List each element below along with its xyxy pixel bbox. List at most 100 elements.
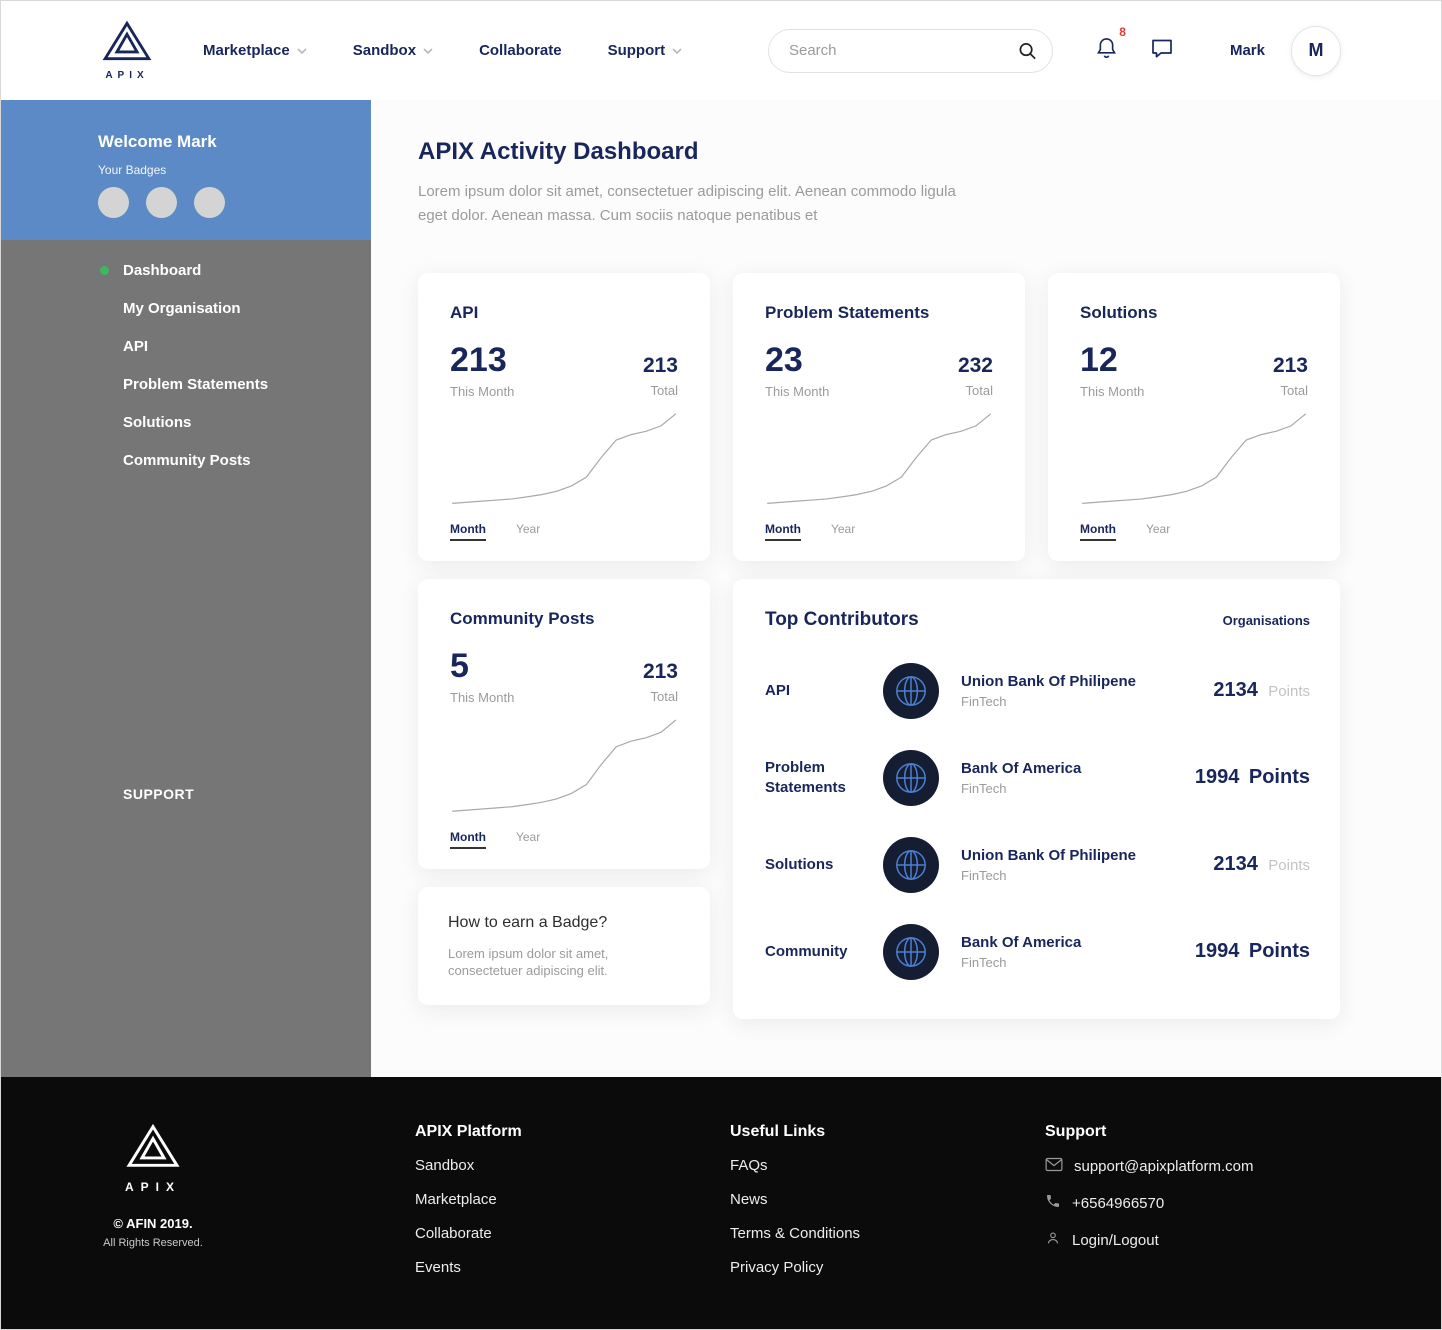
total-label: Total xyxy=(650,689,678,704)
contributor-category: Solutions xyxy=(765,855,834,873)
footer-col-support: Support support@apixplatform.com +656496… xyxy=(1045,1123,1360,1329)
chevron-down-icon xyxy=(672,42,682,59)
organisation-name: Bank Of America xyxy=(961,933,1082,951)
nav-marketplace-label: Marketplace xyxy=(203,42,290,59)
sidebar-item-label: Community Posts xyxy=(123,451,251,469)
apix-logo[interactable]: APIX xyxy=(101,20,153,81)
footer-link-sandbox[interactable]: Sandbox xyxy=(415,1157,475,1174)
month-toggle[interactable]: Month xyxy=(765,522,801,541)
apix-logo-icon xyxy=(125,1123,181,1174)
how-to-earn-badge-card: How to earn a Badge? Lorem ipsum dolor s… xyxy=(418,887,710,1005)
points-label: Points xyxy=(1268,857,1310,874)
organisations-column-label: Organisations xyxy=(1222,613,1310,628)
sidebar-welcome: Welcome Mark Your Badges xyxy=(1,100,371,240)
total-value: 213 xyxy=(642,660,678,683)
month-value: 5 xyxy=(450,647,469,685)
points-value: 2134 xyxy=(1213,853,1258,875)
total-label: Total xyxy=(650,383,678,398)
nav-sandbox[interactable]: Sandbox xyxy=(353,42,433,59)
footer-logo-text: APIX xyxy=(124,1180,181,1194)
stat-card-title: API xyxy=(450,303,479,322)
sidebar-item-solutions[interactable]: Solutions xyxy=(1,403,371,441)
sidebar-item-community-posts[interactable]: Community Posts xyxy=(1,441,371,479)
footer-support-login-logout[interactable]: Login/Logout xyxy=(1045,1230,1360,1250)
points: 2134 Points xyxy=(1213,853,1310,876)
footer-link-privacy[interactable]: Privacy Policy xyxy=(730,1259,824,1276)
sidebar-item-dashboard[interactable]: Dashboard xyxy=(1,251,371,289)
organisation-type: FinTech xyxy=(961,954,1007,970)
points-label: Points xyxy=(1248,940,1310,962)
nav-collaborate[interactable]: Collaborate xyxy=(479,42,562,59)
body-row: Welcome Mark Your Badges Dashboard My Or… xyxy=(1,100,1441,1077)
email-icon xyxy=(1045,1157,1063,1176)
search-box xyxy=(767,28,1053,73)
footer-link-news[interactable]: News xyxy=(730,1191,768,1208)
contributor-row-api[interactable]: API Union Bank Of Philipene FinTech 2134… xyxy=(765,647,1310,734)
footer-support-phone[interactable]: +6564966570 xyxy=(1045,1193,1360,1213)
points-value: 1994 xyxy=(1194,766,1240,788)
sidebar-item-problem-statements[interactable]: Problem Statements xyxy=(1,365,371,403)
footer-logo-block: APIX © AFIN 2019. All Rights Reserved. xyxy=(101,1123,205,1329)
badge-card-text: Lorem ipsum dolor sit amet, consectetuer… xyxy=(448,946,609,978)
footer-link-collaborate[interactable]: Collaborate xyxy=(415,1225,492,1242)
year-toggle[interactable]: Year xyxy=(830,522,856,536)
month-toggle[interactable]: Month xyxy=(450,830,486,849)
footer-support-email-label: support@apixplatform.com xyxy=(1074,1158,1254,1175)
footer-link-events[interactable]: Events xyxy=(415,1259,461,1276)
sidebar-item-label: My Organisation xyxy=(123,299,241,317)
year-toggle[interactable]: Year xyxy=(1145,522,1171,536)
sidebar-item-my-organisation[interactable]: My Organisation xyxy=(1,289,371,327)
footer-link-marketplace[interactable]: Marketplace xyxy=(415,1191,497,1208)
avatar[interactable]: M xyxy=(1291,25,1341,76)
contributor-category: Community xyxy=(765,942,848,960)
nav-support[interactable]: Support xyxy=(608,42,683,59)
points-value: 2134 xyxy=(1213,679,1258,701)
contributor-category: API xyxy=(765,681,791,699)
year-toggle[interactable]: Year xyxy=(515,522,541,536)
sidebar-item-api[interactable]: API xyxy=(1,327,371,365)
contributor-row-problem-statements[interactable]: Problem Statements Bank Of America FinTe… xyxy=(765,734,1310,821)
footer-col-title: APIX Platform xyxy=(415,1123,522,1140)
month-toggle[interactable]: Month xyxy=(450,522,486,541)
badges-label: Your Badges xyxy=(98,163,167,177)
org-globe-avatar xyxy=(883,662,939,719)
bell-icon xyxy=(1095,36,1118,66)
logo-text: APIX xyxy=(105,70,149,81)
footer-link-terms[interactable]: Terms & Conditions xyxy=(730,1225,861,1242)
top-contributors-card: Top Contributors Organisations API Union… xyxy=(733,579,1340,1019)
organisation-type: FinTech xyxy=(961,693,1007,709)
notifications-button[interactable]: 8 xyxy=(1095,25,1126,66)
footer-support-email[interactable]: support@apixplatform.com xyxy=(1045,1157,1360,1176)
month-label: This Month xyxy=(450,690,515,705)
sidebar: Welcome Mark Your Badges Dashboard My Or… xyxy=(1,100,371,1077)
contributor-category: Problem Statements xyxy=(765,758,846,796)
year-toggle[interactable]: Year xyxy=(515,830,541,844)
search-input[interactable] xyxy=(767,28,1053,73)
contributor-row-solutions[interactable]: Solutions Union Bank Of Philipene FinTec… xyxy=(765,821,1310,908)
month-toggle[interactable]: Month xyxy=(1080,522,1116,541)
org-globe-avatar xyxy=(883,923,939,980)
month-label: This Month xyxy=(765,384,830,399)
month-label: This Month xyxy=(450,384,515,399)
sidebar-item-support[interactable]: SUPPORT xyxy=(123,786,195,802)
person-icon xyxy=(1045,1230,1061,1250)
nav-collaborate-label: Collaborate xyxy=(479,42,562,59)
nav-marketplace[interactable]: Marketplace xyxy=(203,42,307,59)
total-label: Total xyxy=(965,383,993,398)
messages-button[interactable] xyxy=(1150,37,1174,65)
total-label: Total xyxy=(1280,383,1308,398)
user-name[interactable]: Mark xyxy=(1229,42,1265,59)
footer-col-platform: APIX Platform Sandbox Marketplace Collab… xyxy=(415,1123,730,1329)
footer-link-faqs[interactable]: FAQs xyxy=(730,1157,768,1174)
nav-sandbox-label: Sandbox xyxy=(352,42,417,59)
welcome-title: Welcome Mark xyxy=(98,132,217,151)
search-icon[interactable] xyxy=(1018,41,1037,60)
sidebar-item-label: API xyxy=(123,337,149,355)
footer-col-title: Useful Links xyxy=(730,1123,826,1140)
badges-row xyxy=(98,187,371,218)
nav-icons: 8 xyxy=(1095,25,1174,66)
stat-card-problem-statements: Problem Statements 23 This Month 232 Tot… xyxy=(733,273,1025,561)
contributor-row-community[interactable]: Community Bank Of America FinTech 1994 P… xyxy=(765,908,1310,995)
stat-card-solutions: Solutions 12 This Month 213 Total Mo xyxy=(1048,273,1340,561)
